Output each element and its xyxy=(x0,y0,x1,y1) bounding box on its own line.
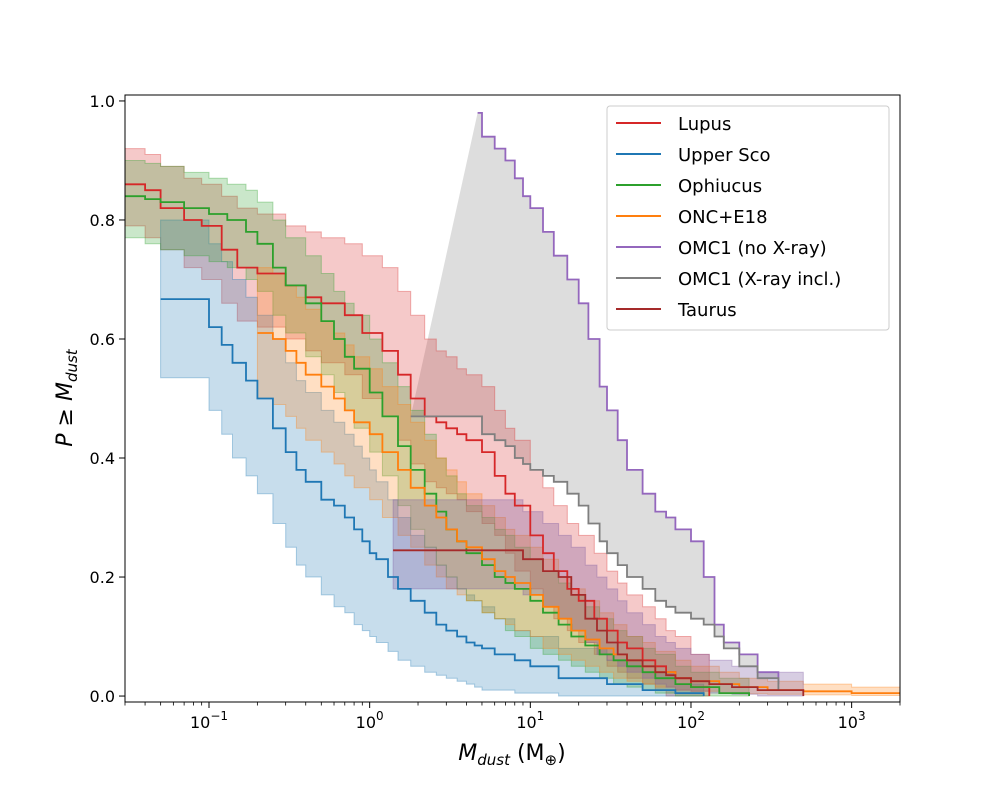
y-tick-label: 1.0 xyxy=(90,92,115,111)
lupus-confidence-band xyxy=(125,148,710,697)
legend-label-ophiucus: Ophiucus xyxy=(678,176,762,197)
legend-label-taurus: Taurus xyxy=(677,300,737,321)
lupus-line xyxy=(125,183,711,696)
legend-label-upper-sco: Upper Sco xyxy=(678,145,771,166)
x-tick-label: 100 xyxy=(356,709,384,732)
ophiucus-line xyxy=(125,195,750,696)
plot-frame xyxy=(124,94,901,703)
omc1-shaded-region xyxy=(410,112,779,691)
x-axis: 10−1 100 101 102 103 xyxy=(124,702,901,732)
y-tick-label: 0.0 xyxy=(90,687,115,706)
y-tick-label: 0.2 xyxy=(90,568,115,587)
x-tick-label: 102 xyxy=(677,709,705,732)
y-tick-label: 0.4 xyxy=(90,449,115,468)
confidence-bands xyxy=(125,112,900,697)
taurus-line xyxy=(393,549,805,696)
onc-e18-confidence-band xyxy=(256,267,900,696)
legend-label-onc-e18: ONC+E18 xyxy=(678,207,768,228)
y-tick-label: 0.8 xyxy=(90,211,115,230)
x-tick-label: 10−1 xyxy=(190,709,228,732)
series-lines xyxy=(125,112,900,696)
omc1-no-x-ray-line xyxy=(477,112,780,685)
y-axis: 0.0 0.2 0.4 0.6 0.8 1.0 xyxy=(90,92,125,706)
omc1-x-ray-incl-line xyxy=(410,415,780,691)
legend-label-omc1-no-x-ray: OMC1 (no X-ray) xyxy=(678,238,827,259)
upper-sco-line xyxy=(160,298,705,696)
legend-box xyxy=(606,105,890,331)
legend-label-omc1-x-ray-incl: OMC1 (X-ray incl.) xyxy=(678,269,841,290)
x-tick-label: 101 xyxy=(516,709,544,732)
legend: Lupus Upper Sco Ophiucus ONC+E18 OMC1 (no X-… xyxy=(606,105,890,331)
x-tick-label: 103 xyxy=(838,709,866,732)
y-axis-label: P ≥ Mdust xyxy=(53,348,81,447)
legend-label-lupus: Lupus xyxy=(678,114,731,135)
y-tick-label: 0.6 xyxy=(90,330,115,349)
x-axis-label: Mdust (M⊕) xyxy=(458,741,565,769)
